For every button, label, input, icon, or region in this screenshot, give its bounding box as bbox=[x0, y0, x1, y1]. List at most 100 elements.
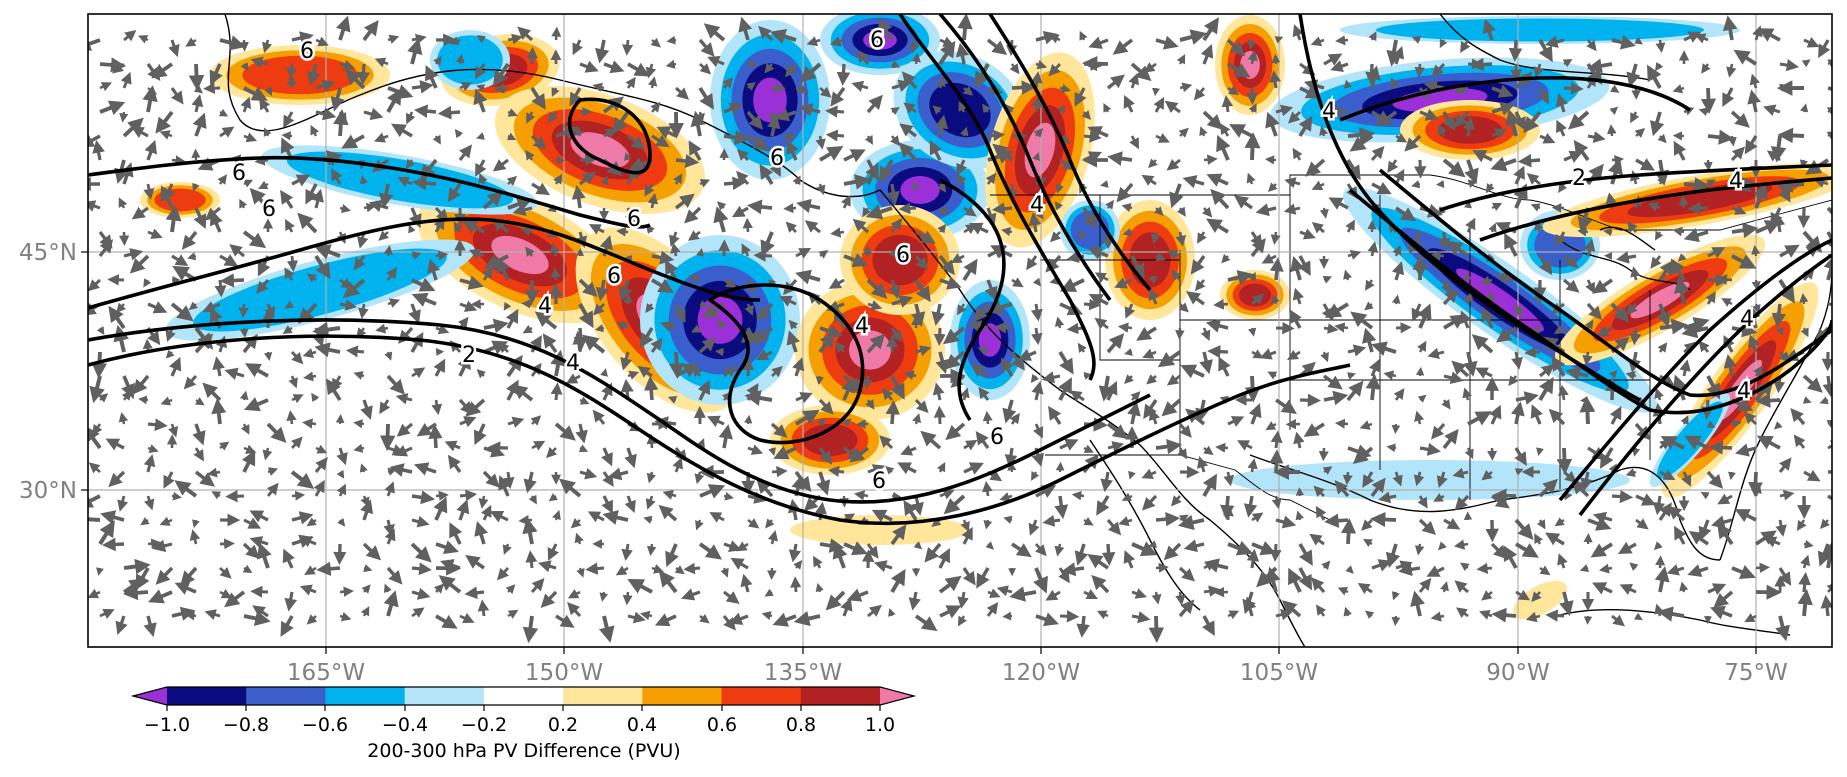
negative-pv-anomaly bbox=[437, 35, 503, 85]
contour-label: 4 bbox=[1737, 379, 1751, 404]
wind-arrow bbox=[1610, 84, 1620, 93]
wind-arrow bbox=[1439, 38, 1448, 49]
wind-arrow bbox=[1033, 127, 1044, 138]
wind-arrow bbox=[890, 218, 903, 233]
wind-arrow bbox=[1395, 206, 1417, 222]
wind-arrow bbox=[285, 219, 295, 233]
wind-arrow bbox=[1656, 303, 1671, 328]
wind-arrow bbox=[502, 471, 515, 490]
wind-arrow bbox=[551, 26, 562, 41]
wind-arrow bbox=[1467, 179, 1478, 189]
wind-arrow bbox=[853, 490, 869, 501]
wind-arrow bbox=[746, 110, 764, 130]
wind-arrow bbox=[1050, 231, 1062, 243]
wind-arrow bbox=[938, 254, 955, 276]
wind-arrow bbox=[1059, 277, 1085, 292]
wind-arrow bbox=[518, 515, 533, 526]
wind-arrow bbox=[1319, 125, 1329, 137]
wind-arrow bbox=[856, 49, 870, 65]
wind-arrow bbox=[1334, 322, 1349, 333]
wind-arrow bbox=[955, 42, 970, 65]
wind-arrow bbox=[171, 491, 182, 501]
wind-arrow bbox=[1094, 272, 1109, 283]
wind-arrow bbox=[645, 63, 657, 79]
wind-arrow bbox=[473, 88, 488, 113]
wind-arrow bbox=[785, 221, 798, 233]
wind-arrow bbox=[898, 142, 918, 162]
wind-arrow bbox=[688, 140, 702, 161]
wind-arrow bbox=[262, 39, 273, 54]
wind-arrow bbox=[1246, 172, 1256, 185]
wind-arrow bbox=[1265, 111, 1280, 137]
lat-label: 30°N bbox=[19, 478, 77, 504]
wind-arrow bbox=[1687, 201, 1709, 215]
wind-arrow bbox=[159, 130, 173, 140]
cb-tick-label: −0.2 bbox=[461, 714, 507, 736]
wind-arrow bbox=[1721, 298, 1733, 307]
wind-arrow bbox=[1007, 461, 1017, 473]
wind-arrow bbox=[240, 96, 252, 113]
wind-arrow bbox=[723, 491, 734, 501]
wind-arrow bbox=[929, 140, 943, 161]
wind-arrow bbox=[1491, 202, 1503, 212]
wind-arrow bbox=[413, 104, 437, 118]
wind-arrow bbox=[411, 251, 422, 260]
wind-arrow bbox=[1031, 95, 1043, 113]
wind-arrow bbox=[1731, 254, 1757, 269]
wind-arrow bbox=[1803, 539, 1814, 549]
wind-arrow bbox=[1731, 204, 1747, 215]
wind-arrow bbox=[1003, 515, 1013, 524]
wind-arrow bbox=[1057, 104, 1066, 115]
wind-arrow bbox=[962, 85, 974, 96]
wind-arrow bbox=[375, 323, 389, 334]
wind-arrow bbox=[96, 326, 105, 335]
wind-arrow bbox=[1319, 207, 1329, 219]
wind-arrow bbox=[408, 224, 416, 234]
wind-arrow bbox=[254, 155, 269, 166]
wind-arrow bbox=[1491, 128, 1508, 140]
wind-arrow bbox=[143, 278, 152, 288]
cb-tick-label: 0.2 bbox=[548, 714, 578, 736]
wind-arrow bbox=[1634, 128, 1646, 138]
wind-arrow bbox=[1176, 206, 1186, 217]
wind-arrow bbox=[625, 76, 636, 89]
wind-arrow bbox=[1324, 302, 1350, 319]
wind-arrow bbox=[209, 210, 223, 233]
wind-arrow bbox=[1151, 591, 1162, 605]
wind-arrow bbox=[695, 111, 705, 123]
wind-arrow bbox=[790, 576, 802, 593]
wind-arrow bbox=[1202, 17, 1219, 42]
wind-arrow bbox=[899, 123, 917, 138]
wind-arrow bbox=[1153, 206, 1164, 216]
wind-arrow bbox=[1603, 227, 1613, 237]
wind-arrow bbox=[123, 248, 144, 261]
wind-arrow bbox=[1731, 222, 1759, 239]
wind-arrow bbox=[1055, 183, 1064, 194]
wind-arrow bbox=[1081, 110, 1092, 120]
wind-arrow bbox=[599, 235, 613, 257]
wind-arrow bbox=[640, 610, 653, 621]
wind-arrow bbox=[912, 182, 920, 192]
wind-arrow bbox=[767, 114, 781, 137]
wind-arrow bbox=[1383, 370, 1397, 381]
wind-arrow bbox=[1087, 126, 1109, 139]
wind-arrow bbox=[217, 174, 228, 185]
wind-arrow bbox=[1592, 278, 1614, 294]
wind-arrow bbox=[192, 112, 207, 137]
wind-arrow bbox=[1155, 252, 1166, 261]
wind-arrow bbox=[1707, 247, 1726, 259]
wind-arrow bbox=[891, 491, 902, 501]
wind-arrow bbox=[932, 105, 943, 115]
wind-arrow bbox=[815, 375, 825, 386]
wind-arrow bbox=[181, 230, 198, 250]
wind-arrow bbox=[129, 254, 150, 274]
wind-arrow bbox=[1201, 206, 1213, 218]
wind-arrow bbox=[478, 495, 489, 509]
wind-arrow bbox=[862, 375, 873, 390]
contour-label: 6 bbox=[232, 161, 246, 186]
contour-label: 6 bbox=[607, 264, 621, 289]
wind-arrow bbox=[1083, 130, 1102, 143]
wind-arrow bbox=[192, 182, 200, 192]
wind-arrow bbox=[192, 519, 200, 529]
wind-arrow bbox=[1504, 232, 1518, 257]
